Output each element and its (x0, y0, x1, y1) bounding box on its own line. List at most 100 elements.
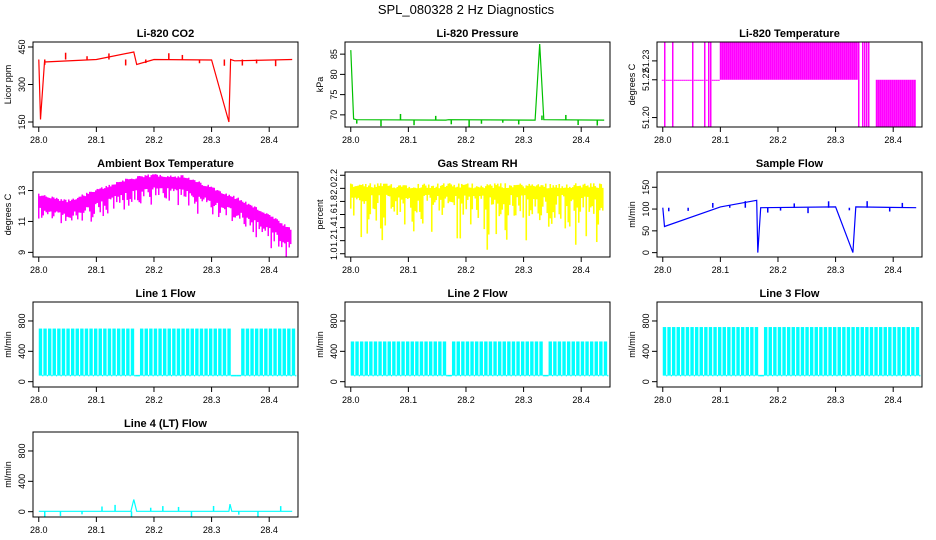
series-pulse (553, 341, 557, 376)
series-pulse (599, 341, 603, 376)
series-pulse (401, 341, 405, 376)
series-pulse (869, 327, 874, 376)
series-pulse (681, 327, 685, 376)
series-pulse (415, 341, 419, 376)
x-tick-label: 28.1 (400, 265, 418, 275)
series-pulse (685, 327, 690, 376)
y-tick-label: 1.6 (329, 208, 339, 221)
data-layer (38, 328, 297, 377)
series-pulse (199, 328, 204, 376)
series-pulse (213, 328, 217, 376)
x-tick-label: 28.4 (260, 395, 278, 405)
x-tick-label: 28.2 (457, 395, 475, 405)
x-tick-label: 28.3 (515, 135, 533, 145)
series-pulse (911, 327, 915, 376)
series-pulse (162, 328, 167, 376)
chart-panel: Ambient Box Temperature 28.0 28.1 28.2 28.3 2… (3, 158, 299, 275)
y-tick-label: 11 (17, 217, 27, 226)
series-pulse (828, 327, 832, 376)
figure-title: SPL_080328 2 Hz Diagnostics (378, 2, 555, 17)
series-pulse (690, 327, 694, 376)
y-tick-label: 450 (17, 39, 27, 54)
series-pulse (158, 328, 162, 376)
plot-frame (344, 301, 611, 388)
series-pulse (38, 328, 43, 376)
y-tick-label: 13 (17, 186, 27, 196)
series-pulse (410, 341, 414, 376)
series-pulse (525, 341, 529, 376)
series-pulse (373, 341, 378, 376)
series-pulse (392, 341, 396, 376)
series-pulse (580, 341, 585, 376)
y-tick-label: 2.2 (329, 169, 339, 182)
data-layer (662, 327, 921, 377)
series-pulse (185, 328, 190, 376)
plot-frame (656, 41, 923, 128)
series-pulse (777, 327, 782, 376)
series-pulse (837, 327, 841, 376)
chart-panel: Line 3 Flow 28.0 28.1 28.2 28.3 28.4 0 400 800 ml… (627, 288, 923, 405)
series-pulse (855, 327, 860, 376)
series-pulse (713, 327, 717, 376)
x-tick-label: 28.1 (400, 395, 418, 405)
x-tick-label: 28.2 (145, 395, 163, 405)
series-line (38, 51, 293, 123)
x-tick-label: 28.3 (203, 135, 221, 145)
series-pulse (369, 341, 373, 376)
series-pulse (355, 341, 359, 376)
chart-panel: Li-820 Pressure 28.0 28.1 28.2 28.3 28.4 70 75 8… (315, 28, 611, 145)
series-pulse (405, 341, 410, 376)
series-pulse (488, 341, 493, 376)
series-pulse (350, 341, 355, 376)
plot-frame (32, 431, 299, 518)
series-pulse (699, 327, 703, 376)
x-tick-label: 28.0 (30, 135, 48, 145)
x-tick-label: 28.0 (654, 135, 672, 145)
series-pulse (126, 328, 130, 376)
series-pulse (791, 327, 795, 376)
series-pulse (195, 328, 199, 376)
series-pulse (832, 327, 837, 376)
series-pulse (800, 327, 805, 376)
series-pulse (768, 327, 772, 376)
series-pulse (116, 328, 121, 376)
x-tick-label: 28.2 (769, 395, 787, 405)
series-pulse (465, 341, 470, 376)
series-pulse (433, 341, 437, 376)
y-axis-label: Licor ppm (3, 65, 13, 105)
series-pulse (897, 327, 901, 376)
x-tick-label: 28.4 (572, 395, 590, 405)
series-pulse (740, 327, 745, 376)
y-tick-label: 70 (329, 110, 339, 120)
series-pulse (139, 328, 144, 376)
series-pulse (736, 327, 740, 376)
plot-frame (32, 41, 299, 128)
series-pulse (750, 327, 754, 376)
series-pulse (268, 328, 273, 376)
series-pulse (153, 328, 158, 376)
x-tick-label: 28.3 (203, 395, 221, 405)
y-tick-label: 800 (329, 313, 339, 328)
y-tick-label: 800 (17, 443, 27, 458)
series-pulse (786, 327, 791, 376)
plot-frame (32, 301, 299, 388)
series-pulse (594, 341, 598, 376)
y-axis-label: degrees C (3, 193, 13, 235)
x-tick-label: 28.3 (827, 265, 845, 275)
chart-panel: Li-820 Temperature 28.0 28.1 28.2 28.3 28.4 51… (627, 28, 923, 145)
series-pulse (227, 328, 231, 376)
series-pulse (112, 328, 116, 376)
series-pulse (438, 341, 442, 376)
chart-panel: Line 1 Flow 28.0 28.1 28.2 28.3 28.4 0 400 800 ml… (3, 288, 299, 405)
x-tick-label: 28.0 (30, 395, 48, 405)
x-tick-label: 28.2 (145, 525, 163, 535)
x-tick-label: 28.2 (769, 135, 787, 145)
series-pulse (291, 328, 296, 376)
series-pulse (456, 341, 460, 376)
chart-title: Li-820 Temperature (739, 28, 840, 40)
chart-panel: Li-820 CO2 28.0 28.1 28.2 28.3 28.4 150 300 450 L… (3, 28, 299, 145)
series-pulse (493, 341, 497, 376)
series-pulse (424, 341, 428, 376)
series-pulse (273, 328, 277, 376)
